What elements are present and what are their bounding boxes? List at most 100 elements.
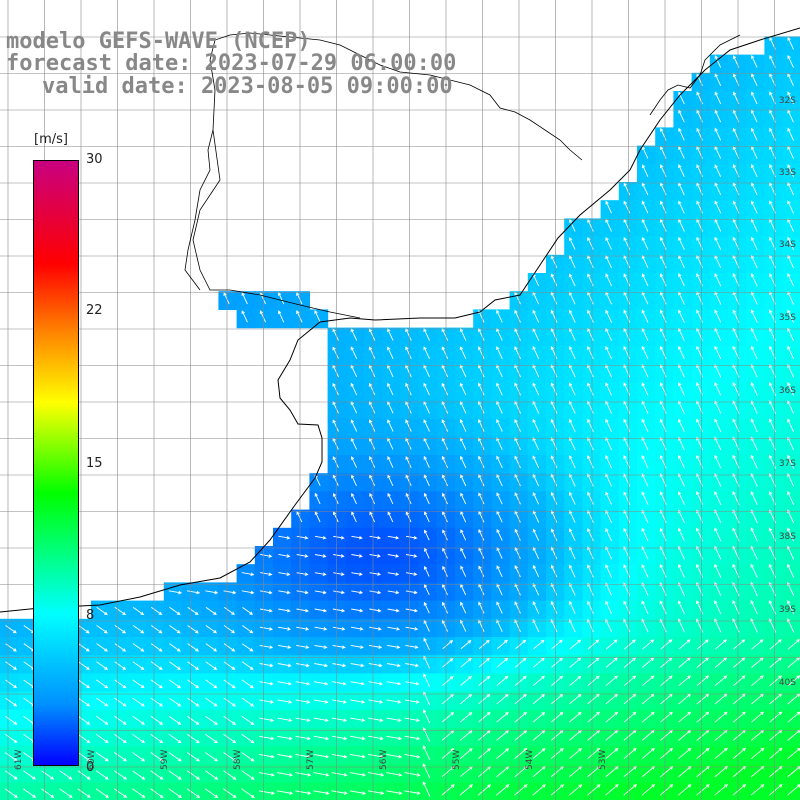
wind-arrow — [677, 454, 685, 469]
wind-arrow — [241, 733, 255, 744]
wind-arrow — [532, 564, 540, 578]
wind-arrow — [295, 753, 312, 759]
wind-arrow — [769, 784, 783, 796]
wind-arrow — [422, 709, 431, 724]
wind-arrow — [404, 790, 421, 795]
wind-arrow — [114, 770, 128, 780]
wind-arrow — [623, 747, 637, 760]
wind-arrow — [405, 608, 418, 613]
wind-arrow — [787, 273, 795, 287]
wind-arrow — [514, 657, 527, 668]
wind-speed-cell — [782, 91, 800, 110]
wind-arrow — [550, 510, 558, 523]
wind-arrow — [77, 770, 91, 780]
wind-arrow — [714, 563, 722, 578]
wind-arrow — [349, 772, 366, 777]
wind-arrow — [313, 717, 329, 722]
wind-arrow — [787, 200, 795, 214]
wind-arrow — [714, 200, 722, 214]
wind-arrow — [587, 364, 594, 378]
wind-arrow — [623, 327, 631, 341]
wind-arrow — [369, 492, 376, 505]
wind-speed-cell — [782, 345, 800, 365]
wind-arrow — [369, 590, 382, 595]
wind-arrow — [205, 752, 219, 762]
lon-label: 58W — [233, 749, 243, 770]
wind-arrow — [714, 236, 722, 250]
wind-arrow — [787, 236, 795, 250]
wind-arrow — [605, 711, 619, 723]
wind-arrow — [568, 273, 576, 287]
wind-arrow — [423, 619, 430, 632]
wind-arrow — [787, 109, 794, 123]
wind-arrow — [314, 663, 329, 668]
wind-arrow — [277, 644, 292, 649]
wind-arrow — [787, 291, 795, 305]
wind-arrow — [587, 657, 600, 668]
wind-arrow — [387, 608, 400, 613]
wind-arrow — [532, 601, 540, 614]
wind-arrow — [605, 564, 613, 578]
wind-arrow — [696, 747, 710, 760]
wind-arrow — [678, 657, 691, 668]
wind-speed-cell — [782, 382, 800, 401]
wind-arrow — [787, 73, 794, 86]
colorbar-tick-15: 15 — [86, 456, 103, 471]
wind-arrow — [532, 546, 540, 560]
wind-arrow — [550, 784, 565, 796]
wind-arrow — [333, 590, 345, 595]
wind-arrow — [568, 491, 576, 505]
wind-arrow — [77, 734, 91, 744]
wind-arrow — [442, 529, 448, 541]
wind-arrow — [405, 346, 412, 359]
wind-arrow — [787, 381, 795, 396]
wind-arrow — [732, 711, 746, 723]
wind-arrow — [5, 643, 17, 652]
wind-arrow — [550, 582, 558, 596]
wind-arrow — [441, 419, 449, 432]
wind-arrow — [478, 748, 491, 759]
wind-arrow — [678, 784, 692, 796]
wind-arrow — [132, 661, 145, 670]
wind-arrow — [659, 784, 674, 796]
wind-speed-cell — [291, 782, 310, 800]
wind-arrow — [496, 711, 509, 723]
wind-arrow — [732, 784, 747, 796]
wind-arrow — [387, 590, 400, 595]
wind-arrow — [187, 697, 200, 707]
wind-speed-cell — [782, 163, 800, 183]
wind-arrow — [404, 735, 421, 741]
wind-arrow — [623, 382, 631, 396]
wind-arrow — [587, 436, 594, 451]
wind-speed-cell — [782, 127, 800, 147]
wind-arrow — [459, 784, 473, 796]
wind-arrow — [350, 456, 358, 468]
wind-arrow — [187, 606, 199, 616]
wind-arrow — [441, 711, 455, 723]
wind-arrow — [369, 608, 382, 613]
wind-arrow — [405, 511, 412, 523]
wind-arrow — [751, 639, 764, 650]
wind-arrow — [641, 382, 649, 396]
wind-arrow — [296, 590, 309, 595]
wind-arrow — [642, 657, 655, 668]
wind-arrow — [587, 564, 594, 578]
wind-arrow — [259, 699, 275, 704]
wind-arrow — [387, 535, 400, 540]
wind-arrow — [641, 454, 649, 469]
wind-arrow — [714, 747, 728, 760]
wind-arrow — [331, 790, 348, 795]
wind-arrow — [4, 788, 18, 798]
wind-arrow — [114, 734, 127, 744]
wind-arrow — [186, 770, 201, 780]
wind-arrow — [623, 400, 631, 414]
wind-arrow — [259, 590, 273, 595]
wind-arrow — [587, 473, 594, 487]
wind-arrow — [568, 473, 576, 487]
wind-arrow — [367, 790, 385, 795]
wind-arrow — [496, 748, 510, 759]
wind-arrow — [258, 790, 275, 795]
wind-arrow — [568, 436, 576, 451]
wind-arrow — [496, 657, 509, 668]
wind-speed-cell — [782, 273, 800, 292]
